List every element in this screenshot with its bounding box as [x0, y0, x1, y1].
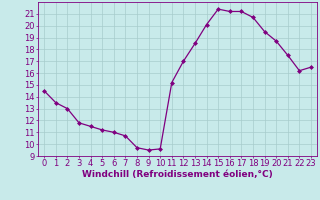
- X-axis label: Windchill (Refroidissement éolien,°C): Windchill (Refroidissement éolien,°C): [82, 170, 273, 179]
